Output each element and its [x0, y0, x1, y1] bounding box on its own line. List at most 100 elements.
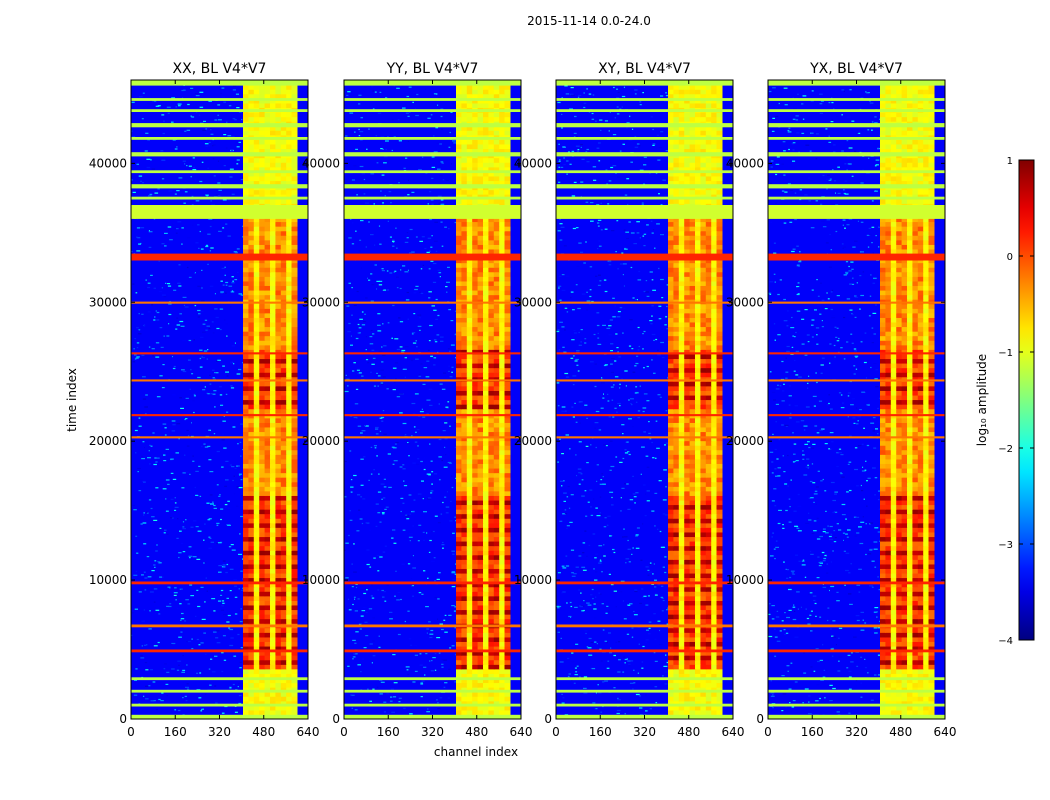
noise-speck [146, 512, 149, 514]
noise-speck [653, 339, 655, 341]
noise-speck [164, 232, 168, 234]
noise-speck [431, 483, 433, 485]
noise-speck [207, 263, 209, 265]
band-cell [499, 445, 506, 451]
noise-speck [626, 122, 630, 124]
band-cell [472, 335, 479, 341]
band-cell [286, 239, 293, 245]
noise-speck [214, 406, 216, 408]
band-cell [499, 404, 506, 410]
saturated-row [131, 414, 308, 417]
noise-speck [377, 313, 381, 315]
noise-speck [448, 614, 452, 616]
band-cell [243, 221, 249, 227]
saturated-row [131, 649, 308, 653]
band-cell [280, 664, 287, 670]
band-cell [483, 404, 489, 410]
x-tick-label: 640 [510, 725, 533, 739]
band-cell [483, 248, 489, 255]
band-cell [280, 321, 287, 328]
band-cell [466, 509, 473, 515]
band-cell [243, 632, 249, 638]
band-cell [472, 166, 479, 172]
noise-speck [165, 498, 167, 500]
noise-speck [440, 513, 443, 515]
band-cell [259, 276, 266, 282]
band-cell [264, 426, 271, 433]
noise-speck [616, 709, 621, 712]
band-cell [483, 267, 489, 273]
noise-speck [368, 128, 370, 130]
noise-speck [226, 335, 228, 337]
band-cell [461, 381, 468, 387]
noise-speck [145, 698, 149, 700]
band-cell [483, 646, 489, 652]
band-cell [243, 353, 249, 360]
band-cell [248, 668, 255, 674]
band-cell [275, 84, 282, 90]
band-cell [504, 504, 511, 510]
noise-speck [658, 173, 660, 175]
noise-speck [442, 430, 446, 432]
noise-speck [181, 227, 184, 229]
band-cell [259, 102, 266, 108]
band-cell [488, 646, 495, 652]
noise-speck [169, 603, 172, 605]
noise-speck [182, 669, 186, 671]
band-cell [248, 422, 255, 428]
noise-speck [365, 336, 368, 338]
band-cell [280, 422, 287, 428]
noise-speck [375, 135, 378, 137]
noise-speck [641, 596, 645, 598]
band-cell [461, 367, 468, 373]
noise-speck [358, 509, 361, 511]
flagged-row [131, 689, 308, 693]
band-cell [253, 664, 260, 670]
noise-speck [183, 89, 186, 91]
band-cell [253, 175, 260, 182]
noise-speck [422, 383, 426, 385]
band-cell [488, 636, 495, 642]
band-cell [461, 267, 468, 273]
noise-speck [431, 471, 434, 473]
band-cell [248, 358, 255, 364]
noise-speck [161, 243, 165, 245]
noise-speck [409, 228, 413, 231]
noise-speck [649, 438, 652, 440]
band-cell [286, 399, 293, 405]
noise-speck [611, 399, 614, 401]
noise-speck [448, 365, 450, 367]
band-cell [264, 408, 271, 414]
noise-speck [427, 708, 429, 710]
band-cell [477, 235, 484, 241]
band-cell [466, 125, 473, 131]
noise-speck [373, 469, 375, 471]
band-cell [504, 477, 511, 483]
noise-speck [430, 629, 434, 632]
noise-speck [194, 305, 197, 307]
noise-speck [131, 634, 133, 636]
noise-speck [365, 359, 369, 361]
noise-speck [383, 591, 386, 593]
band-cell [243, 303, 249, 309]
band-cell [504, 385, 511, 391]
band-cell [259, 244, 266, 250]
band-cell [456, 499, 462, 506]
noise-speck [154, 192, 159, 194]
noise-speck [236, 107, 240, 109]
band-cell [291, 102, 298, 108]
noise-speck [136, 227, 140, 229]
band-cell [253, 340, 260, 346]
band-cell [291, 449, 298, 455]
band-cell [270, 244, 276, 250]
band-cell [286, 358, 293, 364]
noise-speck [569, 93, 574, 95]
noise-speck [634, 135, 637, 138]
band-cell [461, 609, 468, 615]
flagged-row [131, 109, 308, 112]
band-cell [270, 577, 276, 583]
band-cell [259, 216, 266, 223]
band-cell [504, 614, 511, 620]
noise-speck [412, 567, 416, 569]
noise-speck [143, 571, 146, 573]
